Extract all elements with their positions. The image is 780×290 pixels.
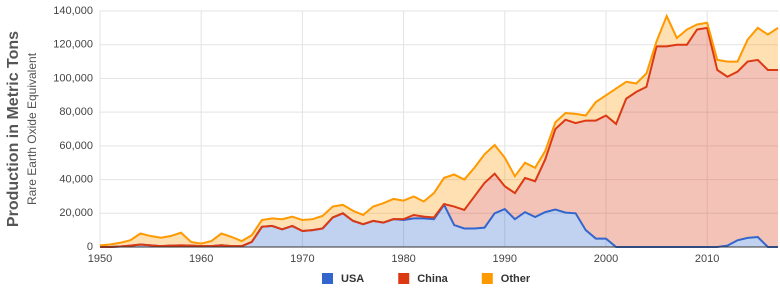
y-tick-label: 0	[87, 241, 93, 253]
y-tick-label: 80,000	[59, 106, 93, 118]
legend-swatch	[322, 273, 333, 284]
y-tick-label: 40,000	[59, 173, 93, 185]
y-tick-label: 20,000	[59, 207, 93, 219]
y-axis-subtitle: Rare Earth Oxide Equivalent	[25, 52, 39, 205]
y-tick-label: 60,000	[59, 140, 93, 152]
y-tick-label: 100,000	[53, 72, 93, 84]
legend-label: Other	[501, 273, 531, 285]
y-tick-label: 120,000	[53, 39, 93, 51]
x-tick-label: 1960	[189, 253, 213, 265]
area-fill	[100, 204, 778, 247]
x-tick-label: 2000	[594, 253, 618, 265]
legend-label: USA	[341, 273, 364, 285]
legend-swatch	[481, 273, 493, 284]
x-tick-label: 1980	[391, 253, 415, 265]
y-axis-title: Production in Metric Tons	[5, 31, 22, 227]
series-line	[100, 26, 778, 248]
x-tick-label: 2010	[695, 253, 719, 265]
series-line	[99, 13, 779, 247]
x-tick-label: 1990	[493, 253, 517, 265]
legend-label: China	[417, 273, 448, 285]
legend-swatch	[398, 273, 410, 284]
x-tick-label: 1970	[290, 253, 314, 265]
y-tick-label: 140,000	[53, 5, 93, 17]
x-tick-label: 1950	[88, 253, 112, 265]
area-fill	[100, 27, 778, 247]
grid	[99, 10, 778, 248]
